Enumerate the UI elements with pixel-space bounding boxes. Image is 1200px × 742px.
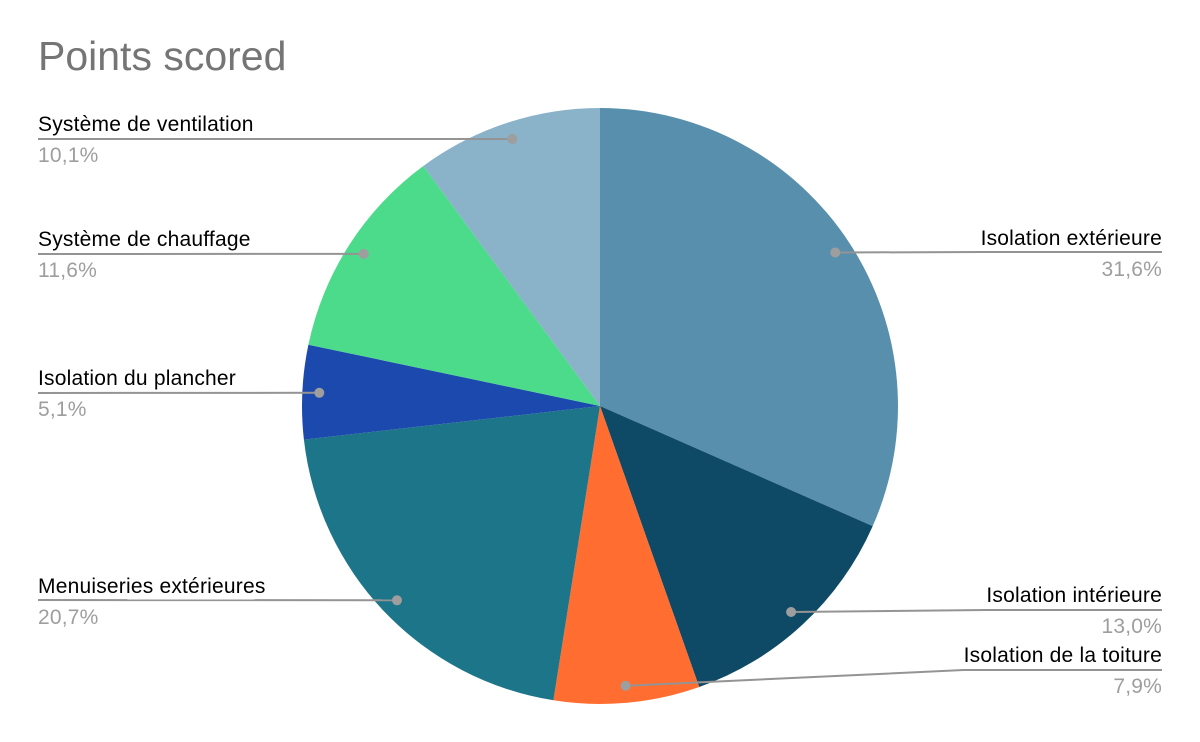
leader-dot [830,247,841,258]
slice-label-text: Isolation de la toiture [963,644,1162,667]
leader-line [625,669,1162,687]
leader-dot [620,680,631,691]
slice-percent-text: 13,0% [1101,615,1162,638]
slice-label-text: Menuiseries extérieures [38,575,266,598]
pie-slice-4 [302,344,600,440]
leader-line [835,251,1162,254]
slice-percent-text: 11,6% [38,259,97,282]
pie-slice-6 [423,107,600,406]
slice-label-text: Système de chauffage [38,228,251,251]
slice-label-isolation-plancher: Isolation du plancher 5,1% [38,366,236,422]
slice-label-text: Système de ventilation [38,113,254,136]
slice-label-text: Isolation du plancher [38,367,236,390]
slice-label-isolation-interieure: Isolation intérieure 13,0% [986,583,1162,639]
slice-label-menuiseries-exterieures: Menuiseries extérieures 20,7% [38,574,266,630]
slice-label-text: Isolation extérieure [980,227,1162,250]
slice-percent-text: 31,6% [1101,258,1162,281]
leader-dot [786,607,797,617]
leader-dot [314,387,325,398]
leader-dot [507,134,518,144]
pie-slice-5 [308,166,600,406]
slice-percent-text: 10,1% [38,144,99,167]
slice-label-systeme-chauffage: Système de chauffage 11,6% [38,227,251,283]
leader-dot [392,595,402,606]
pie-slice-0 [600,108,898,527]
slice-percent-text: 20,7% [38,606,99,629]
leader-dot [358,248,369,259]
slice-label-text: Isolation intérieure [986,584,1162,607]
slice-label-isolation-exterieure: Isolation extérieure 31,6% [981,226,1162,282]
slice-percent-text: 5,1% [38,398,87,421]
leader-line [791,609,1162,613]
slice-label-systeme-ventilation: Système de ventilation 10,1% [38,112,254,168]
pie-slice-1 [600,406,873,687]
chart-title: Points scored [38,33,287,79]
slice-percent-text: 7,9% [1113,675,1162,698]
pie-slice-2 [553,406,700,704]
slice-label-isolation-toiture: Isolation de la toiture 7,9% [964,643,1162,699]
pie-slice-3 [303,406,600,701]
